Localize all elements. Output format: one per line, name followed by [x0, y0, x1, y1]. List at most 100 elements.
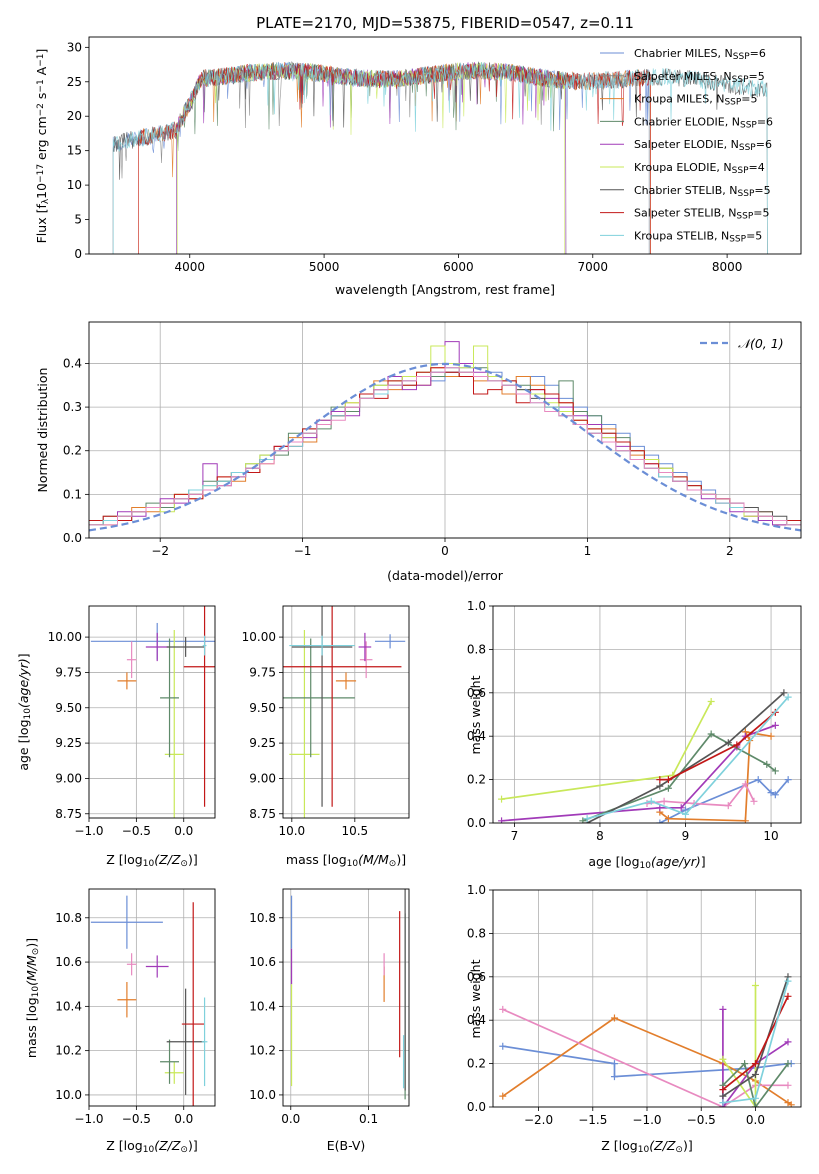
label-part: SSP: [740, 121, 757, 131]
age-vs-metallicity-axes: −1.0 −0.5 0.0 8.75 9.00 9.25 9.50 9.75 10.00: [48, 605, 216, 838]
label-part: 10: [638, 1145, 650, 1155]
weight-series: [501, 701, 712, 800]
x-tick-label: 8000: [712, 260, 743, 274]
axes-frame: [88, 888, 216, 1107]
x-tick-label: 0.0: [281, 1112, 300, 1126]
weight-marker: [784, 1081, 792, 1089]
weight-marker: [656, 782, 664, 790]
error-point: [358, 632, 372, 662]
y-tick-label: 25: [67, 75, 82, 89]
label-part: SSP: [732, 75, 749, 85]
weight-marker: [707, 697, 715, 705]
weight-marker: [724, 802, 732, 810]
x-tick-label: 4000: [174, 260, 205, 274]
y-tick-label: 9.25: [249, 736, 276, 750]
error-point: [90, 895, 163, 949]
mass-vs-extinction-axes: 0.0 0.1 10.0 10.2 10.4 10.6 10.8: [249, 888, 410, 1126]
histogram-axes: −2 −1 0 1 2 0.0 0.1 0.2 0.3 0.4: [63, 321, 802, 558]
label-part: mass [log: [24, 997, 39, 1058]
label-part: (data-model)/error: [387, 568, 504, 583]
weight-marker: [677, 804, 685, 812]
x-tick-label: 0.0: [746, 1113, 765, 1127]
y-tick-label: 8.75: [55, 807, 82, 821]
label-part: −1: [36, 54, 46, 67]
x-tick-label: 0.0: [174, 1112, 193, 1126]
weight-marker: [719, 1099, 727, 1107]
label-part: 10: [640, 861, 652, 871]
x-tick-label: 5000: [309, 260, 340, 274]
label-part: ]: [701, 854, 706, 869]
weight-vs-age-axes: 7 8 9 10 0.0 0.2 0.4 0.6 0.8 1.0: [467, 599, 802, 843]
weight-marker: [751, 1094, 759, 1102]
weight-marker: [682, 810, 689, 818]
label-part: −17: [36, 164, 46, 183]
weight-series: [659, 711, 776, 781]
x-axis-label: E(B-V): [327, 1138, 366, 1153]
weight-marker: [784, 1060, 792, 1068]
y-tick-label: 9.00: [55, 771, 82, 785]
y-tick-label: 0.2: [467, 1057, 486, 1071]
weight-marker: [767, 732, 775, 740]
x-axis-label: Z [log10(Z/Z⊙)]: [106, 852, 197, 869]
label-part: age [log: [588, 854, 639, 869]
y-tick-label: 10.2: [55, 1044, 82, 1058]
y-tick-label: 10: [67, 178, 82, 192]
error-point: [160, 638, 179, 758]
weight-marker: [498, 817, 506, 823]
y-tick-label: 0.2: [467, 773, 486, 787]
label-part: Chabrier STELIB, N: [634, 184, 738, 197]
legend-label: Chabrier STELIB, NSSP=5: [634, 184, 771, 199]
weight-marker: [656, 804, 664, 812]
y-tick-label: 9.50: [249, 701, 276, 715]
label-part: =5: [741, 93, 757, 106]
y-tick-label: 1.0: [467, 599, 486, 613]
y-tick-label: 10.0: [249, 1088, 276, 1102]
weight-marker: [499, 1042, 507, 1050]
weight-marker: [719, 1092, 727, 1100]
error-point: [166, 988, 205, 1095]
label-part: ⊙: [31, 948, 41, 956]
label-part: =4: [749, 161, 765, 174]
error-point: [201, 997, 208, 1087]
axes-frame: [282, 605, 410, 819]
x-tick-label: −0.5: [687, 1113, 716, 1127]
x-tick-label: 9: [682, 829, 690, 843]
weight-series: [586, 692, 785, 823]
weight-marker: [610, 1014, 618, 1022]
y-tick-label: 0.3: [63, 400, 82, 414]
y-tick-label: 10.8: [249, 911, 276, 925]
label-part: age [log: [16, 719, 31, 770]
x-axis-label: Z [log10(Z/Z⊙)]: [601, 1138, 692, 1155]
weight-marker: [660, 797, 668, 805]
label-part: SSP: [724, 98, 741, 108]
axes-frame: [282, 888, 410, 1107]
label-part: 10: [34, 183, 49, 199]
y-tick-label: 0: [74, 247, 82, 261]
chart-title: PLATE=2170, MJD=53875, FIBERID=0547, z=0…: [256, 14, 634, 32]
legend-label: Salpeter MILES, NSSP=5: [634, 70, 765, 85]
label-part: Flux [f: [34, 204, 49, 244]
y-tick-label: 0.2: [63, 444, 82, 458]
label-part: (M/M: [358, 852, 389, 867]
error-point: [289, 630, 320, 818]
spectrum-series: [138, 63, 651, 254]
label-part: (Z/Z: [154, 1138, 181, 1153]
label-part: SSP: [736, 212, 753, 222]
label-part: (age/yr): [16, 658, 31, 708]
label-part: 10: [143, 1145, 155, 1155]
weight-vs-metallicity-axes: −2.0 −1.5 −1.0 −0.5 0.0 0.0 0.2 0.4 0.6 0.8 1.0: [467, 883, 802, 1127]
axes-frame: [88, 605, 216, 819]
label-part: SSP: [739, 143, 756, 153]
error-point: [181, 902, 205, 1106]
label-part: (age/yr): [651, 854, 701, 869]
y-tick-label: 30: [67, 40, 82, 54]
legend-label: Kroupa MILES, NSSP=5: [634, 93, 758, 108]
label-part: SSP: [733, 52, 750, 62]
label-part: Z [log: [106, 1138, 142, 1153]
weight-marker: [499, 1005, 507, 1013]
weight-series: [722, 1061, 789, 1107]
label-part: −1: [36, 79, 46, 92]
label-part: Normed distribution: [35, 368, 50, 493]
